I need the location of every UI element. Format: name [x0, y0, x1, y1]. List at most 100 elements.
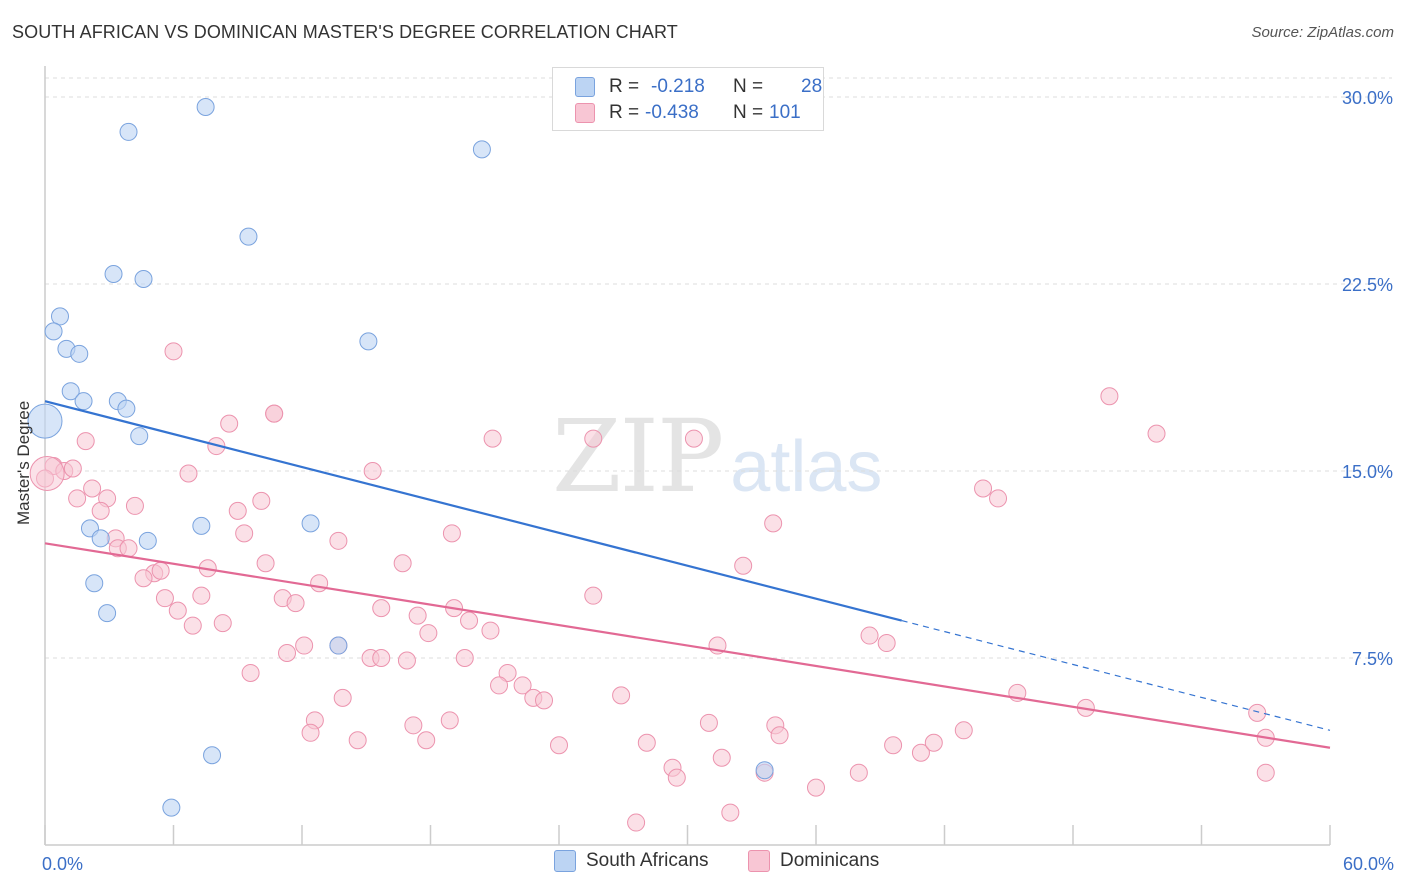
dominican-point [684, 429, 703, 448]
chart-title: SOUTH AFRICAN VS DOMINICAN MASTER'S DEGR… [12, 22, 678, 42]
dominican-point [228, 501, 247, 520]
dominican-point [1248, 703, 1267, 722]
dominican-point [734, 556, 753, 575]
legend-item-south-africans: South Africans [554, 850, 709, 872]
dominican-point [954, 721, 973, 740]
dominican-point [265, 404, 284, 423]
south-african-point [70, 344, 89, 363]
south-african-point [117, 399, 136, 418]
legend-n-label: N = [733, 102, 764, 123]
south-african-point [203, 746, 222, 765]
dominican-point [712, 748, 731, 767]
dominican-point [63, 459, 82, 478]
dominican-point [584, 586, 603, 605]
legend-r-label: R = [609, 102, 640, 123]
dominican-point [348, 731, 367, 750]
dominican-point [397, 651, 416, 670]
dominican-point [483, 429, 502, 448]
south-african-point [104, 265, 123, 284]
dominican-point [419, 624, 438, 643]
south-african-point [138, 531, 157, 550]
south-african-point [119, 122, 138, 141]
source-label: Source: ZipAtlas.com [1251, 24, 1394, 41]
dominican-point [481, 621, 500, 640]
dominican-point [550, 736, 568, 755]
dominican-point [125, 496, 144, 515]
dominican-point [627, 813, 646, 832]
south-african-point [239, 227, 258, 246]
dominican-point [699, 713, 718, 732]
y-tick-label: 7.5% [1352, 649, 1393, 669]
dominican-point [584, 429, 603, 448]
south-african-point [472, 140, 491, 159]
legend-label: Dominicans [780, 850, 880, 871]
dominican-point [860, 626, 879, 645]
legend-swatch-blue [575, 77, 595, 97]
dominican-point [764, 514, 783, 533]
legend-item-dominicans: Dominicans [748, 850, 879, 872]
dominican-point [278, 644, 297, 663]
legend-r-label: R = [609, 76, 640, 97]
dominican-point [329, 531, 348, 550]
dominican-point [911, 743, 930, 762]
legend-swatch-pink [748, 850, 770, 872]
dominican-point [455, 649, 474, 667]
legend-r-value: -0.438 [645, 102, 699, 123]
dominican-point [256, 554, 275, 573]
south-african-trendline-extension [901, 620, 1331, 731]
dominican-point [807, 778, 825, 797]
legend-swatch-blue [554, 850, 576, 872]
dominican-point [1256, 763, 1275, 782]
dominican-point [721, 803, 740, 822]
dominican-point [1147, 424, 1166, 443]
south-african-point [74, 392, 93, 411]
dominican-point [884, 736, 903, 755]
legend-r-value: -0.218 [651, 76, 705, 97]
dominican-point [235, 524, 254, 543]
dominican-point [333, 688, 352, 707]
dominican-point [295, 636, 314, 655]
dominican-point [363, 462, 382, 480]
dominican-point [119, 539, 138, 558]
dominican-point [417, 731, 436, 750]
y-axis-label: Master's Degree [14, 400, 33, 525]
dominican-point [667, 768, 686, 787]
dominican-point [301, 723, 320, 742]
south-african-point [44, 322, 63, 341]
dominican-point [849, 763, 868, 782]
south-african-point [98, 604, 117, 623]
south-african-point [134, 270, 153, 289]
south-african-point [91, 529, 110, 548]
south-african-point [27, 403, 63, 439]
south-african-point [196, 97, 215, 116]
y-tick-label: 30.0% [1342, 88, 1393, 108]
dominican-point [29, 455, 65, 491]
dominican-point [220, 414, 239, 433]
correlation-legend: R = -0.218 N = 28 R = -0.438 N = 101 [552, 67, 824, 131]
y-tick-label: 22.5% [1342, 275, 1393, 295]
south-african-point [329, 636, 348, 655]
dominican-point [393, 554, 412, 573]
legend-n-value: 28 [801, 76, 823, 97]
dominican-point [252, 491, 271, 510]
dominican-point [179, 464, 198, 483]
south-african-point [61, 382, 80, 401]
dominican-point [68, 489, 87, 508]
dominican-point [513, 676, 532, 695]
dominican-point [213, 614, 232, 633]
dominican-point [442, 524, 461, 543]
legend-label: South Africans [586, 850, 709, 871]
dominican-point [535, 691, 554, 710]
dominican-point [490, 676, 509, 695]
dominican-point [877, 634, 896, 653]
dominican-point [612, 686, 631, 705]
dominican-point [404, 716, 423, 735]
south-african-point [85, 574, 104, 593]
dominican-point [286, 594, 305, 613]
dominican-point [974, 479, 993, 498]
legend-n-value: 101 [769, 102, 801, 123]
south-african-point [50, 307, 69, 326]
dominican-point [183, 616, 202, 635]
legend-swatch-pink [575, 103, 595, 123]
